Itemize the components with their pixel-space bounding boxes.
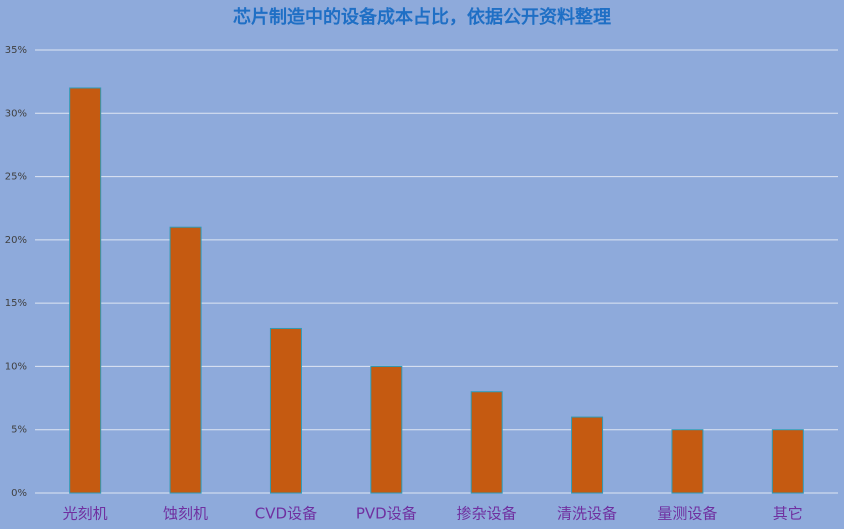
y-tick-label: 25% <box>5 172 27 183</box>
bar <box>370 365 403 494</box>
y-tick-label: 5% <box>11 425 27 436</box>
y-tick-label: 30% <box>5 108 27 119</box>
y-tick-label: 20% <box>5 235 27 246</box>
x-tick-label: 其它 <box>773 505 803 523</box>
bar <box>671 429 704 494</box>
x-tick-label: 掺杂设备 <box>457 505 517 523</box>
x-tick-label: 清洗设备 <box>557 505 617 523</box>
bar <box>571 416 604 494</box>
chart-title: 芯片制造中的设备成本占比，依据公开资料整理 <box>233 6 611 28</box>
x-tick-label: 蚀刻机 <box>163 505 208 523</box>
y-tick-label: 35% <box>5 45 27 56</box>
bar <box>771 429 804 494</box>
bar <box>69 87 102 494</box>
x-tick-label: PVD设备 <box>356 505 417 523</box>
y-tick-label: 0% <box>11 488 27 499</box>
x-tick-label: 光刻机 <box>63 505 108 523</box>
y-tick-label: 10% <box>5 361 27 372</box>
bar <box>470 391 503 494</box>
bar <box>169 226 202 494</box>
x-tick-label: 量测设备 <box>657 505 717 523</box>
bar <box>269 327 302 494</box>
x-tick-label: CVD设备 <box>255 505 317 523</box>
y-tick-label: 15% <box>5 298 27 309</box>
